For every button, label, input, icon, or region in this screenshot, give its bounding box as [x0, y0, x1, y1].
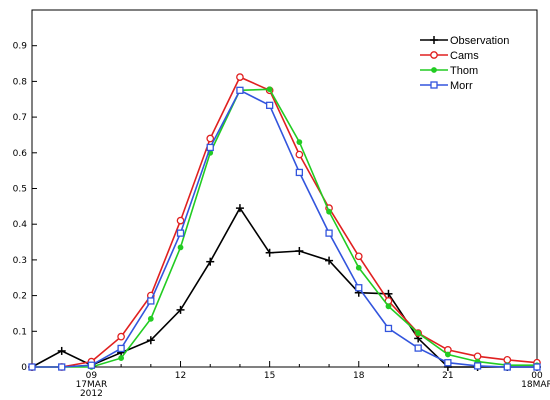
legend-label-thom: Thom — [450, 65, 478, 77]
legend-item-cams: Cams — [420, 50, 479, 62]
data-point-morr — [355, 284, 363, 292]
data-point-thom — [385, 303, 392, 310]
data-point-cams — [503, 356, 512, 364]
y-tick-label: 0.8 — [13, 77, 28, 87]
x-tick-label: 18MAR — [521, 380, 550, 390]
data-point-thom — [266, 86, 273, 93]
data-point-morr — [503, 363, 511, 371]
data-point-morr — [117, 344, 125, 353]
series-line-morr — [32, 89, 537, 368]
data-point-thom — [326, 208, 332, 215]
legend-label-cams: Cams — [450, 50, 479, 62]
data-point-morr — [87, 361, 96, 369]
x-tick-label: 09 — [86, 371, 98, 381]
data-point-thom — [355, 264, 362, 271]
data-point-observation — [265, 248, 274, 257]
data-point-morr — [206, 143, 214, 152]
data-point-thom — [177, 244, 184, 251]
data-point-morr — [384, 324, 393, 333]
legend: Observation Cams Thom Morr — [420, 35, 509, 92]
series-line-thom — [32, 88, 537, 368]
series-line-cams — [32, 76, 538, 368]
data-point-cams — [206, 134, 215, 143]
data-point-thom — [147, 315, 154, 322]
y-tick-label: 0.7 — [13, 113, 27, 123]
data-point-cams — [295, 150, 304, 159]
data-point-thom — [118, 355, 125, 361]
y-tick-label: 0.5 — [13, 185, 27, 195]
legend-label-morr: Morr — [450, 80, 473, 92]
data-point-observation — [384, 289, 393, 298]
data-point-observation — [325, 256, 334, 265]
y-tick-label: 0.1 — [13, 327, 27, 337]
data-point-observation — [295, 246, 304, 255]
data-point-observation — [57, 346, 66, 355]
data-point-observation — [176, 305, 185, 314]
series-line-observation — [31, 206, 537, 368]
data-point-morr — [533, 363, 541, 371]
y-tick-label: 0.9 — [13, 42, 28, 52]
series-cams — [28, 73, 541, 371]
data-point-morr — [28, 363, 36, 371]
data-point-morr — [473, 362, 482, 370]
data-point-observation — [206, 257, 215, 266]
data-point-thom — [415, 330, 422, 336]
x-tick-label: 12 — [175, 371, 186, 381]
data-point-morr — [236, 86, 244, 94]
data-point-cams — [176, 216, 185, 225]
x-tick-label: 00 — [531, 371, 543, 381]
data-point-cams — [354, 252, 363, 261]
y-tick-label: 0.3 — [13, 256, 27, 266]
legend-item-observation: Observation — [420, 35, 509, 47]
data-point-morr — [444, 359, 452, 367]
plot-frame — [31, 9, 538, 368]
data-point-observation — [146, 336, 155, 345]
data-point-morr — [414, 344, 422, 352]
data-point-cams — [117, 332, 125, 341]
series-observation — [28, 204, 541, 371]
x-tick-label: 21 — [442, 371, 453, 381]
legend-marker-morr — [430, 81, 438, 89]
data-point-morr — [295, 168, 304, 177]
data-point-observation — [235, 204, 244, 213]
legend-item-morr: Morr — [420, 80, 473, 92]
data-point-thom — [444, 351, 451, 358]
legend-item-thom: Thom — [420, 65, 478, 77]
data-point-morr — [265, 101, 274, 109]
data-point-cams — [236, 73, 244, 81]
data-point-morr — [147, 297, 155, 305]
y-tick-label: 0 — [21, 363, 27, 373]
series-lines — [28, 73, 541, 371]
x-tick-label: 2012 — [80, 389, 103, 399]
legend-label-observation: Observation — [450, 35, 509, 47]
y-tick-label: 0.2 — [13, 292, 27, 302]
y-axis: 0 0.1 0.2 0.3 0.4 0.5 0.6 0.7 0.8 0.9 — [13, 42, 37, 373]
legend-marker-thom — [431, 67, 437, 73]
data-point-morr — [176, 229, 185, 237]
series-morr — [28, 86, 541, 371]
x-tick-label: 18 — [353, 371, 365, 381]
data-point-morr — [325, 229, 333, 237]
data-point-morr — [58, 363, 66, 371]
x-tick-label: 17MAR — [76, 380, 108, 390]
data-point-cams — [473, 352, 482, 361]
x-tick-label: 15 — [264, 371, 275, 381]
y-tick-label: 0.4 — [13, 220, 28, 230]
y-tick-label: 0.6 — [13, 149, 28, 159]
legend-marker-cams — [430, 51, 438, 59]
data-point-thom — [296, 139, 303, 145]
series-thom — [29, 86, 540, 370]
legend-marker-observation — [430, 36, 438, 44]
